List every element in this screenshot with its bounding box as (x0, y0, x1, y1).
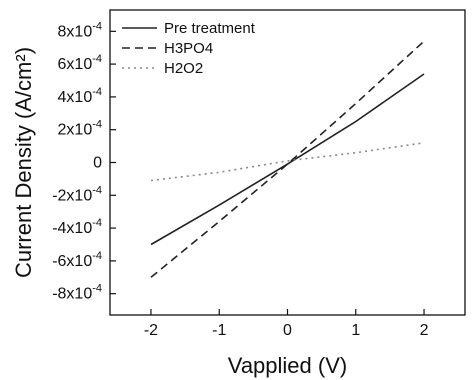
legend-label: H2O2 (164, 60, 203, 77)
x-tick-label: -1 (212, 322, 226, 339)
x-tick-label: 0 (283, 322, 292, 339)
legend-label: H3PO4 (164, 40, 213, 57)
y-tick-label: 6x10-4 (58, 53, 102, 73)
y-tick-label: 0 (93, 155, 102, 172)
series-line-pre-treatment (150, 73, 425, 246)
y-tick-label: 8x10-4 (58, 20, 102, 40)
y-tick-label: 2x10-4 (58, 119, 102, 139)
y-tick-label: -8x10-4 (52, 283, 102, 303)
legend-label: Pre treatment (164, 20, 256, 37)
y-axis: -8x10-4 -6x10-4 -4x10-4 -2x10-4 0 2x10-4 4x10-… (52, 20, 116, 303)
series-line-h2o2 (150, 142, 425, 182)
x-tick-label: 2 (420, 322, 429, 339)
x-tick-label: 1 (351, 322, 360, 339)
legend: Pre treatment H3PO4 H2O2 (122, 20, 256, 77)
series-line-h3po4 (150, 40, 425, 278)
x-axis-title: Vapplied (V) (228, 353, 347, 378)
y-axis-title: Current Density (A/cm²) (11, 47, 36, 278)
y-tick-label: -6x10-4 (52, 250, 102, 270)
y-tick-label: -4x10-4 (52, 217, 102, 237)
y-tick-label: -2x10-4 (52, 184, 102, 204)
x-axis: -2 -1 0 1 2 (144, 309, 429, 339)
series-group (150, 40, 425, 278)
x-tick-label: -2 (144, 322, 158, 339)
y-tick-label: 4x10-4 (58, 86, 102, 106)
